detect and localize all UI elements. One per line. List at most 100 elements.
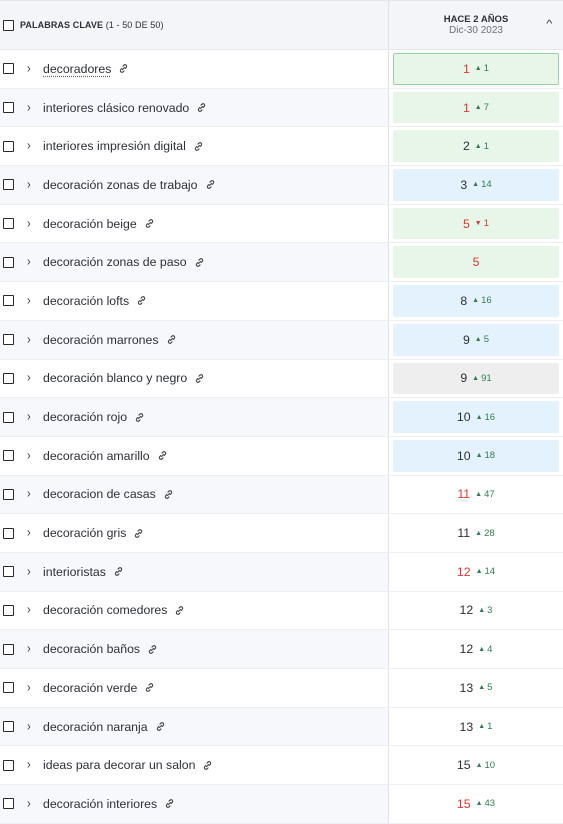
expand-chevron-icon[interactable]: › — [27, 100, 31, 115]
rank-box[interactable]: 3 ▲ 14 — [393, 169, 559, 201]
row-checkbox[interactable] — [3, 566, 14, 578]
link-icon[interactable] — [196, 102, 207, 113]
expand-chevron-icon[interactable]: › — [27, 139, 31, 154]
table-row[interactable]: › interioristas 12 ▲ 14 — [0, 552, 563, 592]
row-checkbox[interactable] — [3, 334, 14, 346]
link-icon[interactable] — [147, 644, 158, 655]
link-icon[interactable] — [193, 141, 204, 152]
link-icon[interactable] — [134, 412, 145, 423]
rank-box[interactable]: 10 ▲ 18 — [393, 439, 559, 472]
link-icon[interactable] — [163, 489, 174, 500]
rank-box[interactable]: 8 ▲ 16 — [393, 285, 559, 317]
link-icon[interactable] — [194, 257, 205, 268]
table-row[interactable]: › decoracion de casas 11 ▲ 47 — [0, 475, 563, 515]
rank-box[interactable]: 9 ▲ 91 — [393, 362, 559, 395]
link-icon[interactable] — [113, 566, 124, 577]
link-icon[interactable] — [194, 373, 205, 384]
select-all-checkbox[interactable] — [3, 19, 14, 31]
row-checkbox[interactable] — [3, 218, 14, 230]
table-row[interactable]: › decoración gris 11 ▲ 28 — [0, 514, 563, 553]
link-icon[interactable] — [174, 605, 185, 616]
rank-box[interactable]: 5 — [393, 246, 559, 279]
table-row[interactable]: › ideas para decorar un salon 15 ▲ 10 — [0, 746, 563, 786]
row-checkbox[interactable] — [3, 372, 14, 384]
link-icon[interactable] — [157, 450, 168, 461]
expand-chevron-icon[interactable]: › — [27, 332, 31, 347]
link-icon[interactable] — [202, 760, 213, 771]
row-checkbox[interactable] — [3, 604, 14, 616]
expand-chevron-icon[interactable]: › — [27, 177, 31, 193]
row-checkbox[interactable] — [3, 798, 14, 810]
row-checkbox[interactable] — [3, 759, 14, 771]
table-row[interactable]: › decoración baños 12 ▲ 4 — [0, 630, 563, 669]
row-checkbox[interactable] — [3, 643, 14, 655]
row-checkbox[interactable] — [3, 682, 14, 694]
keyword-text[interactable]: decoración zonas de trabajo — [43, 177, 198, 192]
rank-box[interactable]: 15 ▲ 43 — [393, 788, 559, 820]
table-row[interactable]: › decoración beige 5 ▼ 1 — [0, 204, 563, 244]
keyword-text[interactable]: decoración gris — [43, 526, 127, 541]
link-icon[interactable] — [166, 334, 177, 345]
rank-box[interactable]: 12 ▲ 3 — [393, 595, 559, 627]
expand-chevron-icon[interactable]: › — [27, 680, 31, 696]
table-row[interactable]: › interiores clásico renovado 1 ▲ 7 — [0, 88, 563, 128]
sort-caret-up-icon[interactable]: ^ — [546, 19, 553, 30]
rank-box[interactable]: 12 ▲ 14 — [393, 556, 559, 588]
rank-box[interactable]: 10 ▲ 16 — [393, 401, 559, 433]
keyword-text[interactable]: decoración naranja — [43, 719, 148, 734]
keyword-text[interactable]: decoración interiores — [43, 796, 158, 811]
table-row[interactable]: › decoración verde 13 ▲ 5 — [0, 669, 563, 708]
table-row[interactable]: › decoración rojo 10 ▲ 16 — [0, 398, 563, 437]
link-icon[interactable] — [136, 295, 147, 306]
table-row[interactable]: › interiores impresión digital 2 ▲ 1 — [0, 127, 563, 167]
table-row[interactable]: › decoración zonas de paso 5 — [0, 243, 563, 283]
expand-chevron-icon[interactable]: › — [27, 293, 31, 309]
row-checkbox[interactable] — [3, 179, 14, 191]
rank-box[interactable]: 1 ▲ 7 — [393, 91, 559, 124]
expand-chevron-icon[interactable]: › — [27, 61, 31, 77]
rank-box[interactable]: 13 ▲ 5 — [393, 672, 559, 704]
link-icon[interactable] — [144, 218, 155, 229]
keyword-text[interactable]: decoradores — [43, 61, 112, 76]
keyword-text[interactable]: decoración lofts — [43, 293, 130, 308]
link-icon[interactable] — [144, 682, 155, 693]
row-checkbox[interactable] — [3, 102, 14, 114]
expand-chevron-icon[interactable]: › — [27, 371, 31, 386]
table-row[interactable]: › decoración comedores 12 ▲ 3 — [0, 591, 563, 631]
expand-chevron-icon[interactable]: › — [27, 409, 31, 425]
rank-box[interactable]: 11 ▲ 47 — [393, 479, 559, 511]
rank-box[interactable]: 11 ▲ 28 — [393, 517, 559, 549]
keyword-text[interactable]: decoración marrones — [43, 332, 159, 347]
keyword-text[interactable]: interioristas — [43, 564, 106, 579]
link-icon[interactable] — [155, 721, 166, 732]
keyword-text[interactable]: decoración zonas de paso — [43, 255, 187, 270]
link-icon[interactable] — [164, 798, 175, 809]
keyword-text[interactable]: ideas para decorar un salon — [43, 758, 196, 773]
rank-box[interactable]: 9 ▲ 5 — [393, 323, 559, 356]
keyword-text[interactable]: decoración rojo — [43, 410, 128, 425]
row-checkbox[interactable] — [3, 450, 14, 462]
table-row[interactable]: › decoración blanco y negro 9 ▲ 91 — [0, 359, 563, 399]
keyword-text[interactable]: decoración baños — [43, 642, 141, 657]
expand-chevron-icon[interactable]: › — [27, 255, 31, 270]
rank-column-header[interactable]: HACE 2 AÑOS Dic-30 2023 ^ — [389, 1, 563, 49]
rank-box[interactable]: 12 ▲ 4 — [393, 633, 559, 665]
link-icon[interactable] — [205, 179, 216, 190]
expand-chevron-icon[interactable]: › — [27, 719, 31, 734]
keyword-text[interactable]: decoración beige — [43, 216, 137, 231]
expand-chevron-icon[interactable]: › — [27, 448, 31, 463]
expand-chevron-icon[interactable]: › — [27, 641, 31, 657]
rank-box[interactable]: 2 ▲ 1 — [393, 130, 559, 163]
row-checkbox[interactable] — [3, 411, 14, 423]
table-row[interactable]: › decoración naranja 13 ▲ 1 — [0, 707, 563, 747]
keyword-text[interactable]: decoración amarillo — [43, 448, 150, 463]
table-row[interactable]: › decoración marrones 9 ▲ 5 — [0, 320, 563, 360]
expand-chevron-icon[interactable]: › — [27, 796, 31, 812]
rank-box[interactable]: 1 ▲ 1 — [393, 53, 559, 85]
row-checkbox[interactable] — [3, 140, 14, 152]
rank-box[interactable]: 13 ▲ 1 — [393, 711, 559, 743]
row-checkbox[interactable] — [3, 63, 14, 75]
keyword-text[interactable]: decoracion de casas — [43, 487, 156, 502]
table-row[interactable]: › decoradores 1 ▲ 1 — [0, 50, 563, 89]
table-row[interactable]: › decoración amarillo 10 ▲ 18 — [0, 436, 563, 476]
